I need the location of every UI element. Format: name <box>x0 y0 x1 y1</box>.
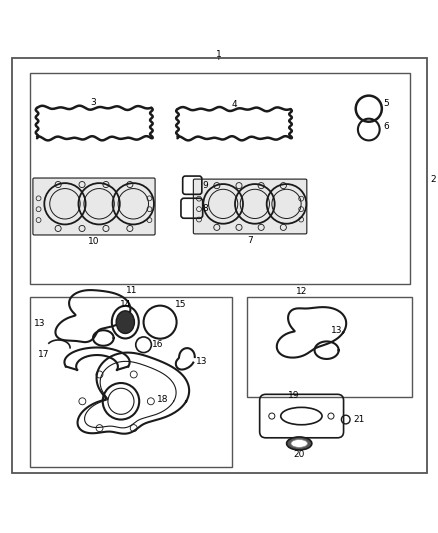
Text: 18: 18 <box>156 394 168 403</box>
Text: 5: 5 <box>383 99 389 108</box>
FancyBboxPatch shape <box>33 178 155 235</box>
Text: 4: 4 <box>231 100 237 109</box>
Text: 9: 9 <box>202 181 208 190</box>
Text: 21: 21 <box>353 415 364 424</box>
Ellipse shape <box>116 311 134 334</box>
Bar <box>247 297 412 397</box>
Text: 12: 12 <box>296 287 307 296</box>
FancyBboxPatch shape <box>193 179 307 234</box>
Bar <box>30 73 410 284</box>
Text: 14: 14 <box>120 300 131 309</box>
Text: 2: 2 <box>430 175 436 184</box>
Ellipse shape <box>286 437 312 450</box>
Text: 3: 3 <box>90 98 95 107</box>
Text: 8: 8 <box>203 204 208 213</box>
Text: 1: 1 <box>216 50 222 59</box>
Ellipse shape <box>291 440 307 447</box>
Text: 16: 16 <box>152 340 164 349</box>
Text: 17: 17 <box>38 350 50 359</box>
Bar <box>30 297 232 466</box>
Text: 19: 19 <box>288 391 300 400</box>
Text: 13: 13 <box>331 326 343 335</box>
Text: 20: 20 <box>293 450 305 459</box>
Text: 15: 15 <box>175 300 186 309</box>
Text: 13: 13 <box>34 319 46 328</box>
Text: 11: 11 <box>126 286 138 295</box>
Text: 7: 7 <box>247 236 253 245</box>
Text: 10: 10 <box>88 237 100 246</box>
Text: 6: 6 <box>383 122 389 131</box>
Text: 13: 13 <box>196 357 207 366</box>
